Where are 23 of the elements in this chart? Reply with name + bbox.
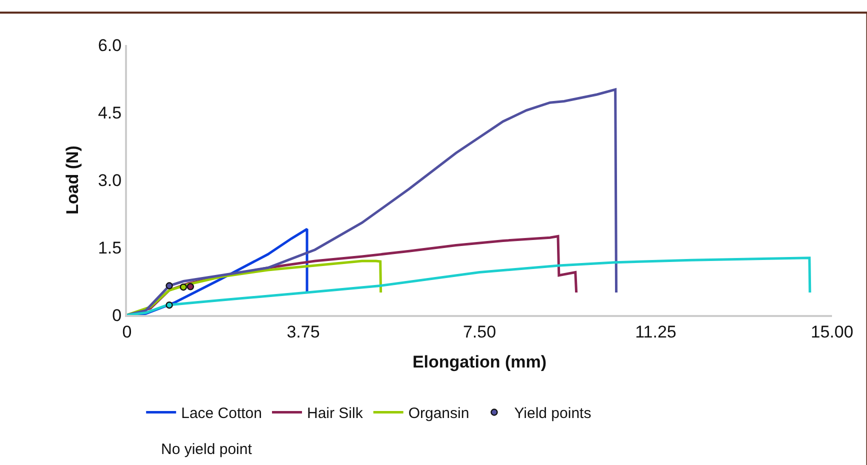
legend-label: Lace Cotton [181,405,262,422]
legend-label: Hair Silk [306,405,364,422]
line-series [127,88,618,315]
point [186,283,194,290]
line-series [127,260,382,315]
x-tick-label: 7.50 [462,322,496,342]
point [166,282,173,290]
point [166,302,173,309]
y-tick-label: 6.0 [98,36,122,55]
x-tick-label: 3.75 [286,322,320,342]
y-axis-title: Load (N) [63,146,82,214]
y-tick-label: 0 [112,306,122,325]
legend-label: Yield points [514,405,592,422]
y-tick-label: 1.5 [98,238,122,258]
legend-label: Organsin [408,405,470,422]
x-tick-label: 15.00 [810,322,854,342]
y-tick-label: 3.0 [98,170,122,190]
y-tick-label: 4.5 [98,103,122,122]
x-tick-label: 11.25 [635,322,676,342]
text: No yield point [161,441,253,458]
point [180,284,187,291]
x-axis-title: Elongation (mm) [412,352,547,372]
line-series [127,256,812,315]
